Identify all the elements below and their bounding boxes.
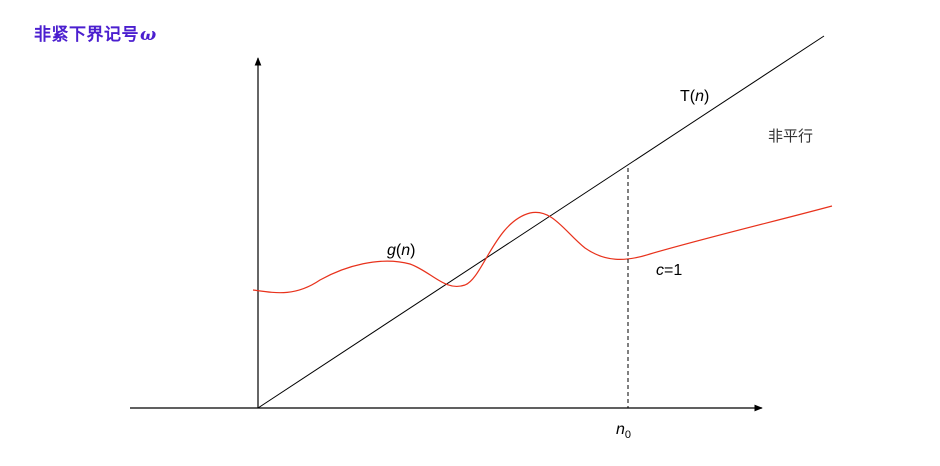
t-of-n-close: ) <box>704 88 709 105</box>
n0-label: n0 <box>616 421 631 441</box>
t-of-n-label: T(n) <box>680 88 709 105</box>
n0-subscript: 0 <box>625 429 631 441</box>
g-of-n-label: g(n) <box>387 242 415 259</box>
g-of-n-close: ) <box>410 242 415 259</box>
slide-title: 非紧下界记号ω <box>34 20 157 45</box>
omega-symbol: ω <box>140 25 157 45</box>
t-of-n-var: n <box>695 88 704 105</box>
constant-var: c <box>656 262 664 279</box>
g-of-n-func: g <box>387 242 396 259</box>
t-of-n-func: T <box>680 88 690 105</box>
constant-label: c=1 <box>656 262 682 279</box>
g-of-n-var: n <box>401 242 410 259</box>
n0-var: n <box>616 421 625 438</box>
g-of-n-curve <box>252 205 833 294</box>
slide-title-text: 非紧下界记号 <box>34 25 139 45</box>
g-of-n-open: ( <box>396 242 402 259</box>
side-note-label: 非平行 <box>768 127 813 145</box>
constant-rest: =1 <box>664 262 682 279</box>
t-of-n-line <box>257 35 825 409</box>
t-of-n-open: ( <box>690 88 696 105</box>
